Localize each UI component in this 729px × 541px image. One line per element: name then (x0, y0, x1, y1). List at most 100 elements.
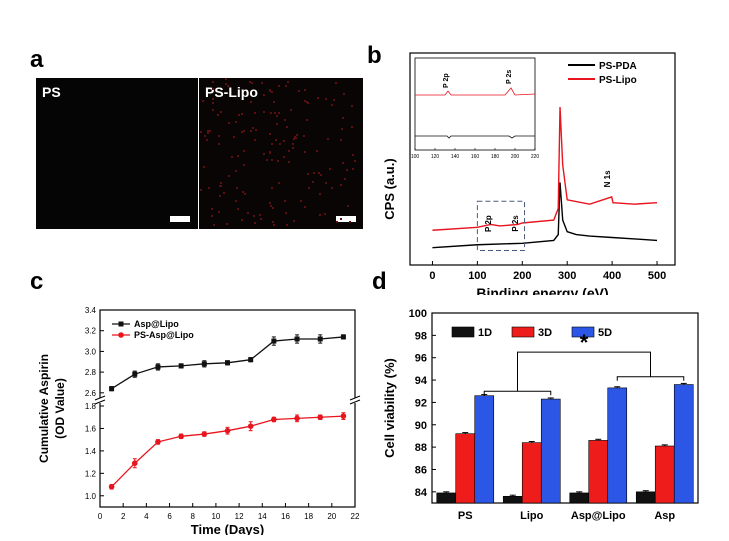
x-tick-label: 2 (121, 512, 126, 521)
fluorescence-speckle (351, 126, 353, 128)
fluorescence-speckle (204, 135, 206, 137)
y-tick-label: 1.4 (85, 447, 97, 456)
plot-frame (409, 52, 676, 266)
data-point (201, 431, 208, 437)
inset-x-tick-label: 220 (531, 154, 540, 160)
plot-frame (431, 312, 699, 504)
inset-x-tick-label: 100 (411, 154, 420, 160)
fluorescence-speckle (329, 168, 331, 170)
y-tick-label: 92 (415, 397, 427, 409)
fluorescence-speckle (276, 123, 278, 125)
inset-label-p2p: P 2p (443, 73, 450, 88)
fluorescence-speckle (269, 133, 271, 135)
x-tick-label: 22 (351, 512, 360, 521)
fluorescence-speckle (260, 218, 262, 220)
bar (474, 395, 495, 504)
fluorescence-speckle (304, 100, 306, 102)
y-axis-label-units: (OD Value) (53, 378, 67, 439)
fluorescence-speckle (218, 211, 220, 213)
fluorescence-speckle (217, 114, 219, 116)
significance-bracket (616, 376, 685, 381)
fluorescence-speckle (235, 170, 237, 172)
data-point (155, 439, 161, 445)
x-axis-label: Time (Days) (191, 522, 264, 535)
axis-break-mask (95, 398, 105, 403)
fluorescence-speckle (331, 187, 333, 189)
fluorescence-speckle (218, 135, 220, 137)
x-tick-label: 400 (603, 270, 621, 282)
data-point (340, 334, 346, 340)
fluorescence-speckle (286, 126, 288, 128)
x-category-label: PS (458, 510, 473, 522)
fluorescence-speckle (303, 135, 305, 137)
inset-series-ps-lipo (415, 87, 536, 96)
fluorescence-speckle (283, 140, 285, 142)
fluorescence-speckle (279, 143, 281, 145)
fluorescence-speckle (241, 131, 243, 133)
y-tick-label: 1.0 (85, 492, 97, 501)
fluorescence-speckle (277, 160, 279, 162)
fluorescence-speckle (251, 82, 253, 84)
panel-letter-c: c (30, 268, 44, 295)
data-point (224, 427, 231, 434)
y-tick-label: 84 (415, 487, 428, 499)
fluorescence-speckle (293, 138, 295, 140)
data-point (108, 484, 115, 490)
data-point (317, 414, 324, 421)
data-point (340, 413, 347, 419)
fluorescence-speckle (336, 221, 338, 223)
fluorescence-speckle (307, 173, 309, 175)
data-point (201, 361, 207, 367)
y-tick-label: 3.4 (85, 306, 97, 315)
fluorescence-speckle (263, 94, 265, 96)
fluorescence-speckle (304, 206, 306, 208)
y-tick-label: 94 (415, 375, 428, 387)
fluorescence-speckle (285, 212, 287, 214)
fluorescence-speckle (231, 156, 233, 158)
x-tick-label: 300 (558, 270, 576, 282)
x-tick-label: 18 (304, 512, 313, 521)
bar (673, 384, 694, 504)
fluorescence-speckle (247, 212, 249, 214)
fluorescence-speckle (325, 182, 327, 184)
y-tick-label: 2.8 (85, 368, 97, 377)
fluorescence-speckle (304, 151, 306, 153)
x-tick-label: 10 (211, 512, 220, 521)
fluorescence-speckle (237, 155, 239, 157)
bar (540, 398, 561, 504)
fluorescence-speckle (238, 114, 240, 116)
x-category-label: Asp@Lipo (571, 510, 626, 522)
fluorescence-speckle (276, 115, 278, 117)
fluorescence-speckle (341, 128, 343, 130)
bar (654, 445, 675, 504)
fluorescence-speckle (226, 223, 228, 225)
fluorescence-speckle (273, 224, 275, 226)
data-point (178, 433, 184, 440)
series-line-ps-pda (432, 182, 658, 249)
fluorescence-speckle (254, 139, 256, 141)
fluorescence-speckle (340, 139, 342, 141)
y-tick-label: 2.6 (85, 389, 97, 398)
fluorescence-speckle (236, 187, 238, 189)
fluorescence-speckle (200, 189, 202, 191)
data-point (294, 336, 300, 342)
inset-series-ps-pda (415, 135, 535, 139)
legend-label: PS-Asp@Lipo (134, 330, 194, 340)
x-tick-label: 0 (98, 512, 103, 521)
data-point (178, 363, 184, 369)
bar (635, 491, 656, 504)
fluorescence-speckle (254, 222, 256, 224)
fluorescence-speckle (351, 105, 353, 107)
y-tick-label: 1.8 (85, 402, 97, 411)
fluorescence-speckle (243, 164, 245, 166)
x-tick-label: 500 (648, 270, 666, 282)
data-point (248, 357, 254, 363)
fluorescence-speckle (266, 159, 268, 161)
fluorescence-speckle (342, 162, 344, 164)
chart-d-cell-viability: 84 86 88 90 92 94 96 98 100 Cell viability (%) PS L… (382, 308, 699, 522)
fluorescence-speckle (235, 121, 237, 123)
fluorescence-speckle (295, 137, 297, 139)
fluorescence-speckle (354, 160, 356, 162)
chart-b-xps-spectrum: 0 100 200 300 400 500 Binding energy (eV) CPS (… (382, 52, 676, 295)
fluorescence-speckle (294, 136, 296, 138)
